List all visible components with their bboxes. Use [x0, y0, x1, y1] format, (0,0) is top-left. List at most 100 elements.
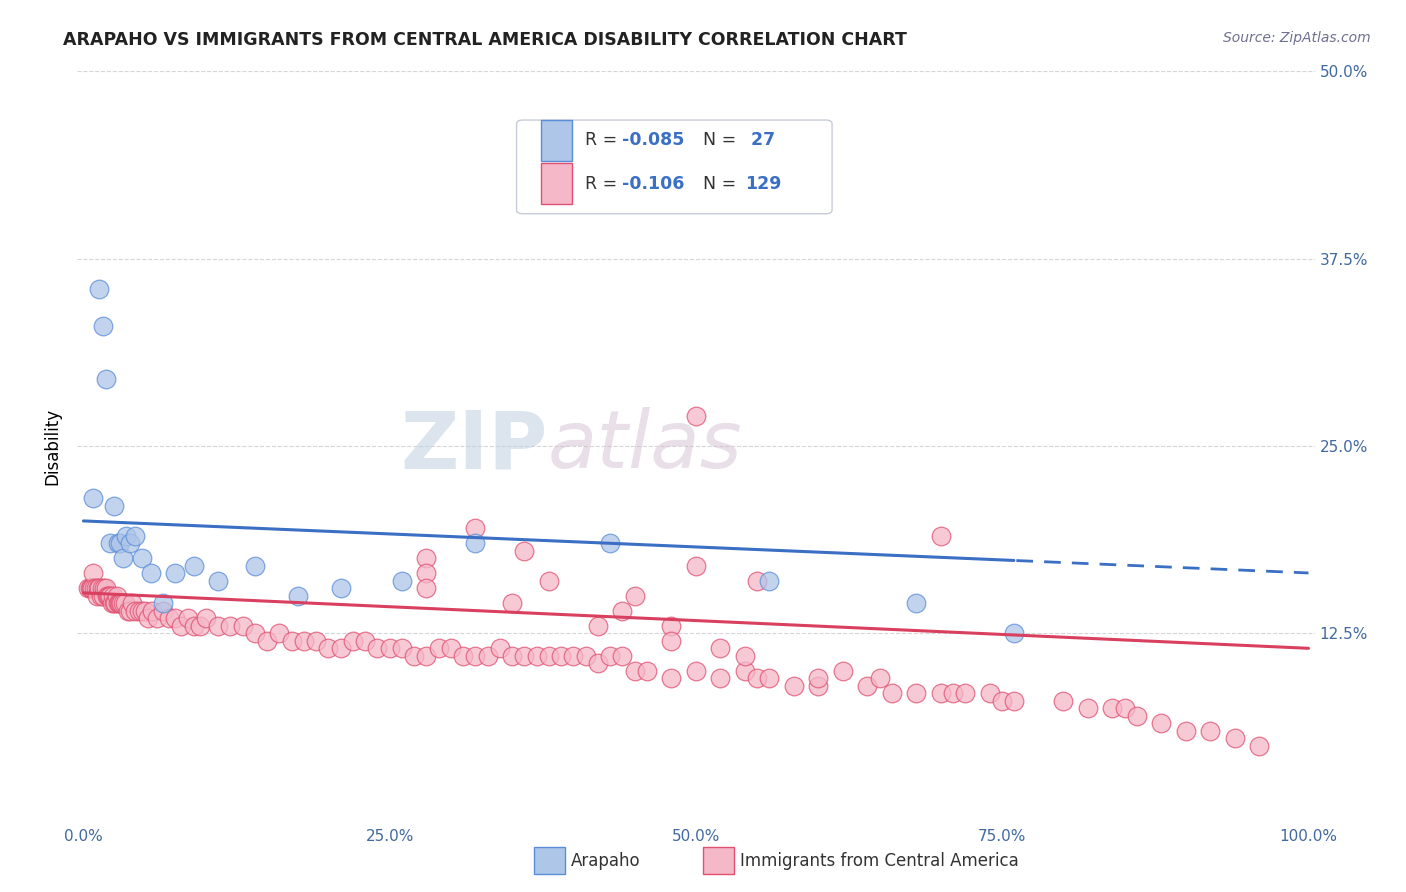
Point	[108, 596, 131, 610]
Point	[599, 648, 621, 663]
Point	[526, 648, 548, 663]
Point	[354, 633, 377, 648]
Text: atlas: atlas	[547, 407, 742, 485]
Point	[734, 664, 756, 678]
Point	[1114, 701, 1136, 715]
Point	[832, 664, 855, 678]
Point	[82, 491, 104, 506]
Point	[685, 558, 707, 573]
Point	[415, 648, 437, 663]
Point	[118, 536, 141, 550]
Point	[118, 604, 141, 618]
Point	[80, 582, 103, 596]
Point	[979, 686, 1001, 700]
Point	[537, 648, 560, 663]
Point	[103, 499, 125, 513]
Point	[165, 566, 187, 581]
Point	[91, 589, 114, 603]
Point	[104, 596, 127, 610]
Point	[464, 648, 486, 663]
Point	[124, 604, 146, 618]
Point	[183, 619, 205, 633]
Point	[1004, 626, 1026, 640]
Point	[636, 664, 658, 678]
Point	[243, 626, 266, 640]
Text: N =: N =	[692, 131, 742, 149]
Point	[464, 536, 486, 550]
Point	[100, 589, 122, 603]
Point	[292, 633, 315, 648]
Point	[111, 551, 134, 566]
Point	[146, 611, 169, 625]
Point	[758, 671, 780, 685]
Point	[623, 664, 645, 678]
Point	[121, 596, 143, 610]
Point	[77, 582, 100, 596]
Point	[318, 641, 340, 656]
Point	[513, 544, 536, 558]
Point	[84, 582, 107, 596]
Point	[107, 596, 129, 610]
Point	[194, 611, 217, 625]
Point	[451, 648, 474, 663]
Point	[1223, 731, 1246, 746]
Point	[562, 648, 585, 663]
Point	[183, 558, 205, 573]
Point	[783, 679, 806, 693]
Point	[108, 596, 131, 610]
Point	[89, 582, 111, 596]
Point	[110, 596, 132, 610]
Point	[1175, 723, 1198, 738]
Point	[1077, 701, 1099, 715]
Text: 129: 129	[745, 175, 782, 193]
Point	[415, 566, 437, 581]
Point	[991, 694, 1014, 708]
Text: ZIP: ZIP	[401, 407, 547, 485]
Point	[131, 551, 153, 566]
Point	[1101, 701, 1123, 715]
Point	[709, 641, 731, 656]
Point	[758, 574, 780, 588]
Point	[489, 641, 512, 656]
Point	[207, 574, 229, 588]
Point	[501, 648, 523, 663]
Text: Immigrants from Central America: Immigrants from Central America	[740, 852, 1018, 870]
Point	[550, 648, 572, 663]
Point	[1150, 716, 1173, 731]
Point	[94, 582, 117, 596]
Point	[513, 648, 536, 663]
Point	[856, 679, 879, 693]
Point	[124, 529, 146, 543]
Point	[807, 679, 830, 693]
Point	[942, 686, 965, 700]
Point	[305, 633, 328, 648]
Point	[329, 582, 352, 596]
Point	[114, 596, 136, 610]
Point	[98, 589, 121, 603]
Point	[90, 582, 112, 596]
Point	[80, 582, 103, 596]
Point	[170, 619, 193, 633]
Point	[366, 641, 388, 656]
Point	[1249, 739, 1271, 753]
Point	[100, 596, 122, 610]
Point	[141, 604, 163, 618]
Point	[111, 596, 134, 610]
Point	[105, 589, 128, 603]
Point	[100, 536, 122, 550]
Point	[501, 596, 523, 610]
Point	[287, 589, 309, 603]
Point	[139, 566, 162, 581]
Point	[108, 536, 131, 550]
Point	[1052, 694, 1074, 708]
Point	[131, 604, 153, 618]
Point	[138, 611, 160, 625]
Point	[685, 409, 707, 423]
Point	[96, 589, 118, 603]
Point	[391, 574, 413, 588]
Point	[87, 582, 110, 596]
Point	[219, 619, 242, 633]
Point	[477, 648, 499, 663]
Point	[103, 596, 125, 610]
Point	[1004, 694, 1026, 708]
